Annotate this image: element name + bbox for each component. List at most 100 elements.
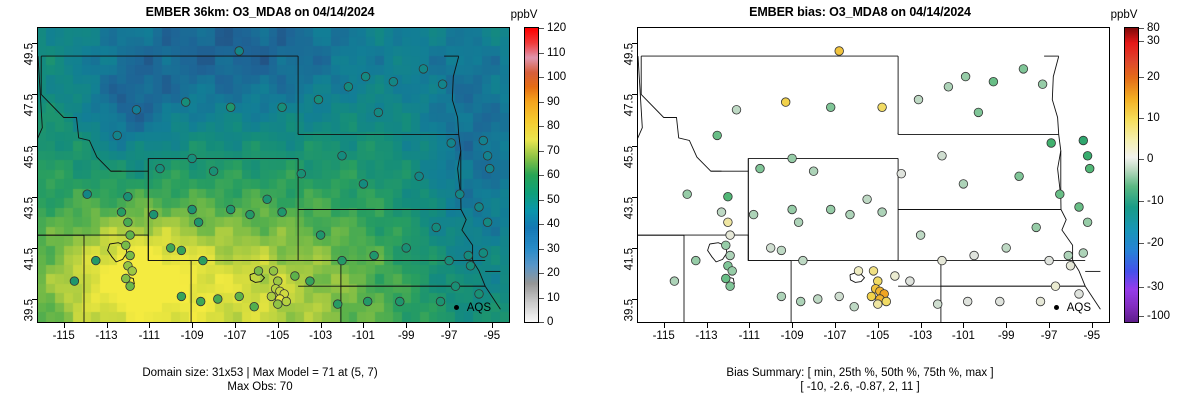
- station-marker[interactable]: [958, 179, 969, 189]
- station-marker[interactable]: [180, 97, 191, 107]
- station-marker[interactable]: [834, 291, 844, 302]
- station-marker[interactable]: [1074, 289, 1084, 299]
- station-marker[interactable]: [825, 204, 836, 215]
- station-marker[interactable]: [776, 245, 787, 256]
- station-marker[interactable]: [691, 255, 701, 266]
- station-marker[interactable]: [725, 281, 735, 291]
- station-marker[interactable]: [465, 261, 476, 271]
- station-marker[interactable]: [446, 138, 456, 148]
- station-marker[interactable]: [225, 102, 236, 113]
- station-marker[interactable]: [176, 291, 187, 302]
- station-marker[interactable]: [437, 79, 448, 89]
- station-marker[interactable]: [131, 105, 142, 115]
- station-marker[interactable]: [1018, 64, 1029, 74]
- station-marker[interactable]: [165, 243, 176, 253]
- station-marker[interactable]: [915, 230, 926, 240]
- map-plot-model[interactable]: AQS: [37, 27, 510, 323]
- station-marker[interactable]: [234, 46, 244, 56]
- station-marker[interactable]: [363, 296, 373, 307]
- station-marker[interactable]: [963, 296, 973, 307]
- station-marker[interactable]: [712, 130, 722, 141]
- station-marker[interactable]: [795, 296, 806, 307]
- station-marker[interactable]: [249, 302, 259, 312]
- station-marker[interactable]: [187, 153, 197, 164]
- station-marker[interactable]: [682, 189, 692, 199]
- station-marker[interactable]: [1078, 135, 1089, 146]
- station-marker[interactable]: [337, 151, 347, 161]
- station-marker[interactable]: [853, 266, 864, 276]
- station-marker[interactable]: [395, 296, 405, 307]
- station-marker[interactable]: [868, 266, 879, 276]
- station-marker[interactable]: [1044, 255, 1054, 266]
- station-marker[interactable]: [1014, 171, 1024, 182]
- station-marker[interactable]: [193, 217, 204, 228]
- station-marker[interactable]: [121, 273, 131, 284]
- station-marker[interactable]: [1082, 151, 1093, 161]
- station-marker[interactable]: [125, 281, 135, 291]
- station-marker[interactable]: [245, 209, 255, 220]
- station-marker[interactable]: [988, 77, 999, 87]
- station-marker[interactable]: [69, 276, 80, 286]
- station-marker[interactable]: [877, 207, 887, 217]
- station-marker[interactable]: [890, 271, 900, 281]
- station-marker[interactable]: [1085, 163, 1095, 174]
- station-marker[interactable]: [813, 294, 823, 304]
- station-marker[interactable]: [369, 250, 379, 261]
- station-marker[interactable]: [1074, 202, 1084, 212]
- station-marker[interactable]: [444, 255, 454, 266]
- station-marker[interactable]: [414, 171, 424, 182]
- station-marker[interactable]: [125, 250, 135, 261]
- station-marker[interactable]: [333, 299, 343, 309]
- station-marker[interactable]: [787, 153, 797, 164]
- station-marker[interactable]: [482, 151, 493, 161]
- station-marker[interactable]: [973, 107, 984, 118]
- station-marker[interactable]: [873, 276, 883, 286]
- station-marker[interactable]: [1055, 189, 1065, 199]
- station-marker[interactable]: [187, 204, 197, 215]
- station-marker[interactable]: [268, 266, 279, 276]
- station-marker[interactable]: [943, 82, 954, 92]
- station-marker[interactable]: [877, 102, 887, 113]
- station-marker[interactable]: [127, 266, 137, 276]
- station-marker[interactable]: [234, 291, 244, 302]
- station-marker[interactable]: [716, 207, 727, 217]
- station-marker[interactable]: [933, 299, 943, 309]
- station-marker[interactable]: [798, 255, 808, 266]
- station-marker[interactable]: [776, 291, 787, 302]
- station-marker[interactable]: [721, 240, 731, 251]
- station-marker[interactable]: [1031, 222, 1041, 233]
- station-marker[interactable]: [727, 266, 737, 276]
- station-marker[interactable]: [91, 255, 101, 266]
- station-marker[interactable]: [198, 255, 208, 266]
- station-marker[interactable]: [969, 250, 979, 261]
- station-marker[interactable]: [148, 209, 159, 220]
- station-marker[interactable]: [995, 296, 1005, 307]
- station-marker[interactable]: [780, 97, 791, 107]
- station-marker[interactable]: [862, 194, 872, 205]
- station-marker[interactable]: [116, 207, 127, 217]
- station-marker[interactable]: [435, 296, 446, 307]
- station-marker[interactable]: [208, 166, 219, 176]
- station-marker[interactable]: [305, 276, 315, 286]
- station-marker[interactable]: [195, 296, 206, 307]
- station-marker[interactable]: [253, 266, 264, 276]
- station-marker[interactable]: [937, 255, 947, 266]
- station-marker[interactable]: [474, 202, 484, 212]
- station-marker[interactable]: [765, 243, 776, 253]
- station-marker[interactable]: [358, 179, 369, 189]
- station-marker[interactable]: [431, 222, 441, 233]
- station-marker[interactable]: [1063, 250, 1074, 261]
- station-marker[interactable]: [176, 245, 187, 256]
- station-marker[interactable]: [1001, 243, 1011, 253]
- station-marker[interactable]: [937, 151, 947, 161]
- station-marker[interactable]: [834, 46, 844, 56]
- station-marker[interactable]: [725, 230, 735, 240]
- station-marker[interactable]: [1046, 138, 1056, 148]
- station-marker[interactable]: [373, 107, 384, 118]
- station-marker[interactable]: [721, 273, 731, 284]
- map-plot-bias[interactable]: AQS: [637, 27, 1110, 323]
- station-marker[interactable]: [913, 94, 924, 105]
- station-marker[interactable]: [485, 163, 495, 174]
- station-marker[interactable]: [277, 207, 287, 217]
- station-marker[interactable]: [463, 250, 474, 261]
